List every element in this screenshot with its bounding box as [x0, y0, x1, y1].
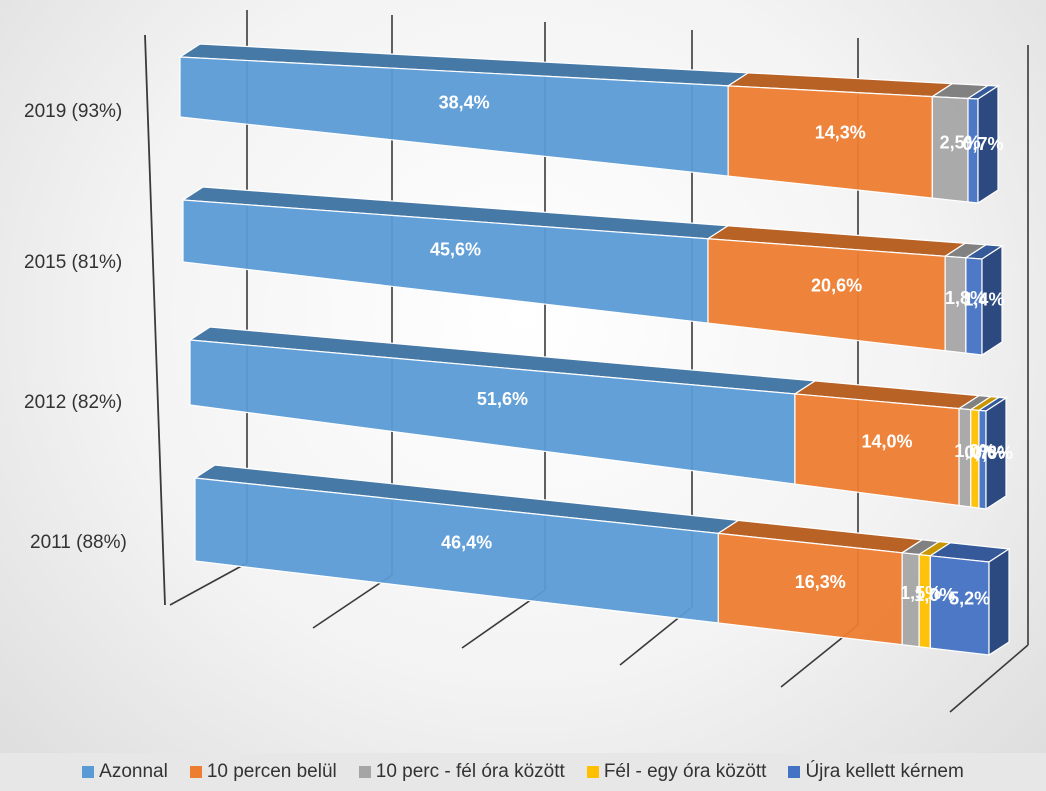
category-label: 2015 (81%) — [24, 252, 122, 273]
legend-label: 10 percen belül — [206, 761, 337, 782]
legend-swatch — [586, 766, 599, 778]
legend-swatch — [788, 766, 801, 778]
data-label: 45,6% — [430, 239, 481, 259]
category-label: 2019 (93%) — [24, 101, 122, 122]
category-labels: 2019 (93%) 2015 (81%) 2012 (82%) 2011 (88%) — [24, 101, 127, 553]
legend-swatch — [189, 766, 202, 778]
legend-label: Fél - egy óra között — [603, 761, 767, 782]
legend-label: Azonnal — [99, 761, 168, 782]
data-label: 14,0% — [861, 432, 912, 452]
data-label: 14,3% — [815, 123, 866, 143]
data-label: 0,6% — [972, 443, 1013, 463]
data-label: 20,6% — [811, 276, 862, 296]
data-label: 38,4% — [439, 92, 490, 112]
category-label: 2011 (88%) — [30, 532, 127, 553]
data-label: 1,0% — [954, 441, 995, 461]
legend-swatch — [358, 766, 371, 778]
bar-end-face — [985, 396, 1007, 511]
data-label: 1,8% — [945, 288, 986, 308]
gridline-floor — [312, 574, 393, 629]
data-label: 0,7% — [964, 442, 1005, 462]
legend-swatch — [82, 766, 95, 778]
data-label: 5,2% — [949, 589, 990, 609]
data-label: 1,4% — [963, 290, 1004, 310]
bars — [178, 43, 1011, 657]
legend-label: 10 perc - fél óra között — [375, 761, 565, 782]
category-axis-line — [144, 34, 166, 606]
legend-item: Azonnal — [82, 761, 168, 783]
legend-label: Újra kellett kérnem — [805, 761, 964, 782]
category-label: 2012 (82%) — [24, 392, 122, 413]
legend: Azonnal 10 percen belül 10 perc - fél óra … — [0, 753, 1046, 791]
legend-item: 10 perc - fél óra között — [358, 761, 565, 783]
legend-item: 10 percen belül — [189, 761, 337, 783]
data-labels: 38,4%14,3% 2,5%0,7%45,6%20,6%1,8%1,4%51,6… — [430, 92, 1013, 608]
data-label: 16,3% — [795, 572, 846, 592]
data-label: 2,5% — [940, 132, 981, 152]
gridline-floor — [949, 644, 1029, 713]
gridline-floor — [169, 562, 248, 606]
data-label: 51,6% — [477, 389, 528, 409]
data-label: 46,4% — [441, 532, 492, 552]
bar-end-face — [981, 244, 1003, 357]
data-label: 1,0% — [914, 585, 955, 605]
chart-plot: 38,4%14,3% 2,5%0,7%45,6%20,6%1,8%1,4%51,6… — [24, 10, 1029, 713]
data-label: 1,5% — [900, 583, 941, 603]
legend-item: Újra kellett kérnem — [788, 761, 964, 783]
legend-item: Fél - egy óra között — [586, 761, 767, 783]
data-label: 0,7% — [962, 134, 1003, 154]
bar-end-face — [977, 84, 999, 205]
bar-end-face — [988, 547, 1010, 657]
